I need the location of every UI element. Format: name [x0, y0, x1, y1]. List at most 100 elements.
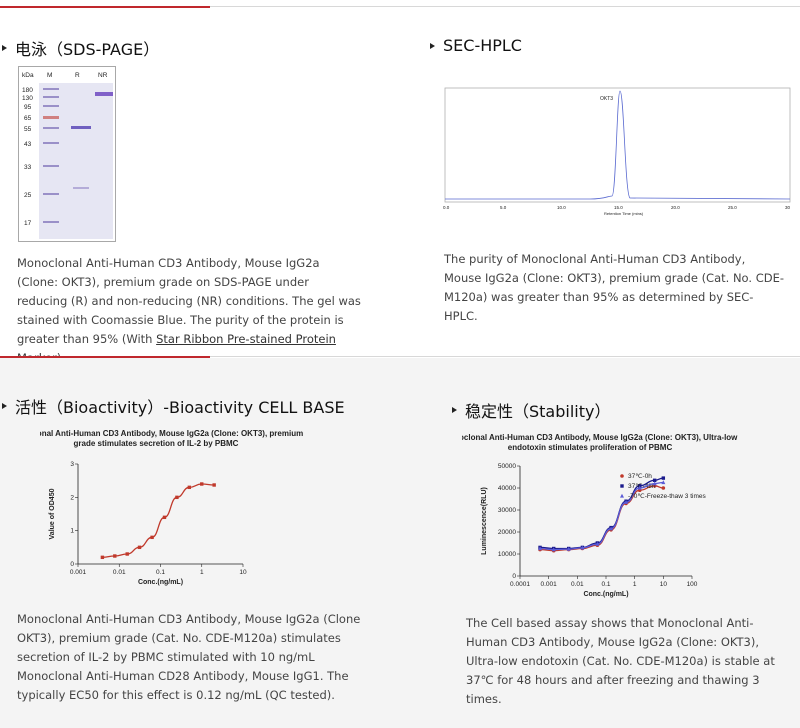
legend-label: 37℃-48h [628, 483, 656, 490]
middle-divider [210, 356, 800, 357]
triangle-bullet-icon [2, 45, 7, 51]
hplc-tick: 5.0 [500, 205, 507, 210]
legend-label: 37℃-0h [628, 473, 652, 480]
stability-description: The Cell based assay shows that Monoclon… [466, 616, 775, 706]
hplc-tick: 10.0 [557, 205, 566, 210]
top-divider [210, 6, 800, 7]
x-tick-label: 0.01 [571, 581, 584, 588]
x-tick-label: 1 [200, 569, 204, 576]
x-tick-label: 0.001 [541, 581, 558, 588]
marker-label: 65 [24, 115, 32, 122]
data-point [637, 485, 642, 490]
x-tick-label: 100 [687, 581, 698, 588]
hplc-tick-labels: 0.0 5.0 10.0 15.0 20.0 25.0 30 [443, 205, 791, 210]
sec-hplc-title: SEC-HPLC [443, 36, 522, 55]
sds-gel-image: kDa M R NR 180 130 95 65 55 43 33 25 17 [22, 72, 113, 239]
peak-label: OKT3 [600, 96, 613, 102]
bioactivity-title: 活性（Bioactivity）-Bioactivity CELL BASE [15, 398, 345, 417]
marker-lane [43, 88, 59, 223]
triangle-bullet-icon [2, 403, 7, 409]
y-axis-label: Value of OD450 [49, 488, 56, 539]
x-axis-label: Conc.(ng/mL) [583, 591, 628, 598]
y-tick-label: 10000 [498, 551, 516, 558]
lane-header-kda: kDa [22, 72, 34, 79]
hplc-tick: 15.0 [614, 205, 623, 210]
sds-page-description: Monoclonal Anti-Human CD3 Antibody, Mous… [17, 254, 362, 368]
hplc-tick: 0.0 [443, 205, 450, 210]
x-tick-label: 0.0001 [510, 581, 530, 588]
stability-title-row: 稳定性（Stability） [452, 398, 610, 422]
data-point [566, 546, 571, 551]
data-point [551, 547, 556, 552]
y-tick-label: 0 [70, 561, 74, 568]
y-tick-label: 30000 [498, 507, 516, 514]
data-point [653, 478, 657, 482]
gel-background [39, 83, 113, 239]
data-point [624, 500, 629, 504]
legend-marker [620, 474, 624, 478]
data-point [137, 545, 142, 550]
data-point [150, 535, 154, 540]
chart-title: Monoclonal Anti-Human CD3 Antibody, Mous… [462, 433, 738, 442]
y-tick-label: 2 [70, 494, 74, 501]
hplc-x-axis-label: Retention Time (mins) [604, 211, 644, 216]
data-point [200, 482, 204, 486]
data-point [100, 555, 105, 560]
data-point [187, 485, 192, 490]
marker-label: 43 [24, 141, 32, 148]
y-axis-label: Luminescence(RLU) [481, 487, 488, 555]
lower-section-background [0, 358, 800, 728]
data-point [538, 546, 543, 551]
chart-title: Monoclonal Anti-Human CD3 Antibody, Mous… [40, 429, 303, 438]
bioactivity-description: Monoclonal Anti-Human CD3 Antibody, Mous… [17, 612, 361, 702]
hplc-plot-frame [444, 87, 791, 203]
bioactivity-chart: Monoclonal Anti-Human CD3 Antibody, Mous… [40, 429, 303, 586]
legend-marker [620, 493, 624, 498]
top-accent-rule [0, 6, 210, 8]
data-point [661, 476, 666, 480]
data-point [175, 495, 179, 500]
non-reduced-band [95, 92, 113, 96]
marker-label: 180 [22, 87, 33, 94]
marker-label: 25 [24, 192, 32, 199]
sds-desc-text: Monoclonal Anti-Human CD3 Antibody, Mous… [17, 256, 361, 346]
series-line [102, 483, 215, 558]
marker-label: 55 [24, 126, 32, 133]
series-line [540, 481, 664, 551]
marker-label: 130 [22, 95, 33, 102]
stability-title: 稳定性（Stability） [465, 402, 611, 421]
x-tick-label: 0.001 [70, 569, 87, 576]
marker-label: 33 [24, 164, 32, 171]
reduced-heavy-chain-band [71, 126, 91, 129]
lane-header-m: M [47, 72, 52, 79]
y-tick-label: 40000 [498, 485, 516, 492]
hplc-tick: 25.0 [728, 205, 737, 210]
data-point [638, 484, 642, 488]
x-tick-label: 0.1 [156, 569, 165, 576]
data-point [609, 526, 614, 531]
y-tick-label: 20000 [498, 529, 516, 536]
data-point [162, 515, 167, 520]
data-point [661, 480, 666, 485]
legend-label: -70℃-Freeze-thaw 3 times [628, 493, 706, 500]
reduced-light-chain-band [73, 187, 89, 189]
sds-gel-frame: kDa M R NR 180 130 95 65 55 43 33 25 17 [18, 66, 116, 242]
data-point [212, 483, 216, 487]
sec-hplc-description: The purity of Monoclonal Anti-Human CD3 … [444, 252, 785, 323]
hplc-trace-line [445, 90, 791, 200]
sec-hplc-chromatogram: OKT3 0.0 5.0 10.0 15.0 20.0 25.0 30 Rete… [443, 87, 791, 216]
y-tick-label: 3 [70, 461, 74, 468]
hplc-tick: 30 [785, 205, 791, 210]
x-tick-label: 1 [633, 581, 637, 588]
data-point [580, 545, 585, 550]
marker-label: 95 [24, 104, 32, 111]
legend-marker [620, 484, 624, 488]
x-tick-label: 10 [660, 581, 668, 588]
triangle-bullet-icon [430, 42, 435, 49]
x-tick-label: 0.01 [113, 569, 126, 576]
bioactivity-title-row: 活性（Bioactivity）-Bioactivity CELL BASE [2, 394, 345, 418]
y-tick-label: 0 [512, 573, 516, 580]
triangle-bullet-icon [452, 407, 457, 413]
lane-header-nr: NR [98, 72, 108, 79]
x-tick-label: 0.1 [601, 581, 610, 588]
